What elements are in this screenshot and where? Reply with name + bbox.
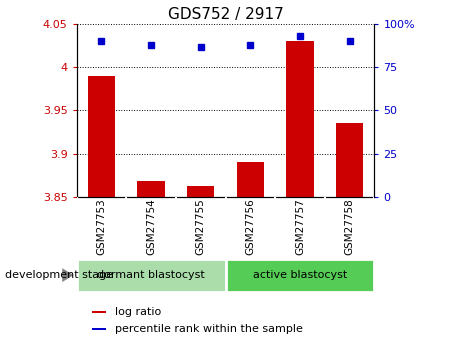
Bar [88,76,115,197]
Text: GSM27756: GSM27756 [245,198,255,255]
Text: GSM27758: GSM27758 [345,198,354,255]
Text: GSM27755: GSM27755 [196,198,206,255]
Bar [187,186,214,197]
Text: active blastocyst: active blastocyst [253,270,347,280]
Title: GDS752 / 2917: GDS752 / 2917 [168,7,283,22]
Bar [286,41,313,197]
Bar [92,311,106,313]
Text: development stage: development stage [5,270,113,280]
Text: GSM27754: GSM27754 [146,198,156,255]
Text: dormant blastocyst: dormant blastocyst [97,270,205,280]
Bar [226,259,374,292]
Text: log ratio: log ratio [115,307,161,317]
Bar [336,124,363,197]
Bar [77,259,226,292]
Text: GSM27757: GSM27757 [295,198,305,255]
Polygon shape [62,268,74,282]
Text: GSM27753: GSM27753 [97,198,106,255]
Text: percentile rank within the sample: percentile rank within the sample [115,324,303,334]
Bar [138,181,165,197]
Bar [237,162,264,197]
Bar [92,328,106,330]
